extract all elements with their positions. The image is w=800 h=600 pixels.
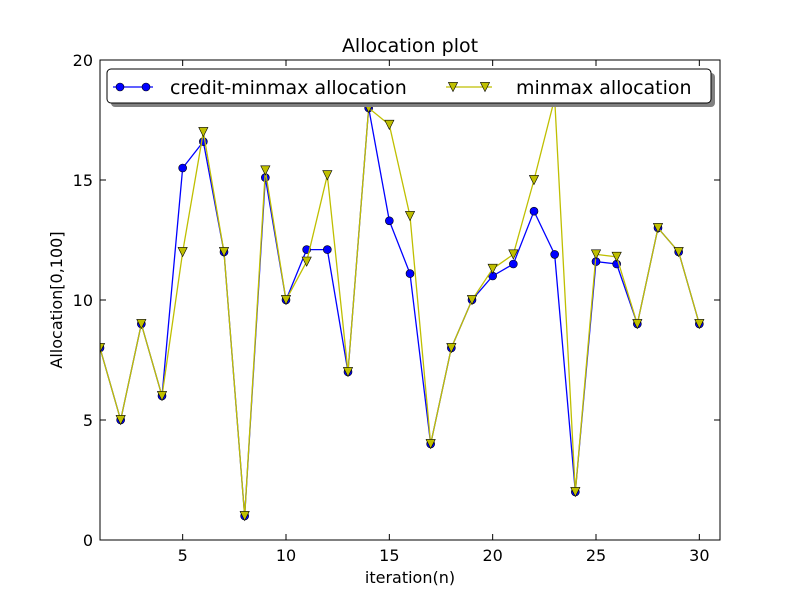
- series-2-point: [425, 439, 436, 450]
- legend-marker-1: [115, 82, 125, 92]
- plot-area: 5 10 15 20 25 30 0 5 10 15 20: [73, 51, 721, 565]
- series-2-point: [280, 295, 292, 306]
- series-1-point: [509, 259, 518, 269]
- series-2-point: [115, 415, 126, 426]
- series-2-point: [466, 295, 478, 306]
- series-2-point: [156, 391, 168, 402]
- series-1-point: [529, 206, 539, 216]
- series-1-point: [178, 163, 187, 173]
- series-2-point: [301, 256, 312, 267]
- y-axis-label: Allocation[0,100]: [47, 231, 66, 368]
- series-2-point: [100, 343, 106, 354]
- legend-marker-2: [479, 82, 491, 93]
- series-2-point: [632, 319, 643, 330]
- y-tick-label: 0: [83, 531, 93, 550]
- series-2-point: [508, 249, 519, 260]
- series-2-point: [652, 223, 664, 234]
- series-2-point: [384, 119, 395, 131]
- x-axis-label: iteration(n): [365, 568, 455, 587]
- series-2-line: [100, 98, 700, 517]
- legend-marker-1: [141, 82, 151, 92]
- x-tick-label: 10: [276, 546, 296, 565]
- series-2-point: [342, 367, 354, 378]
- y-tick-label: 5: [83, 411, 93, 430]
- series-2-point: [322, 170, 333, 181]
- series-2-point: [590, 249, 602, 260]
- series-1-point: [199, 137, 208, 146]
- series-2-point: [673, 247, 684, 258]
- series-2-point: [260, 165, 271, 176]
- series-2-point: [611, 251, 622, 263]
- legend-label-1: credit-minmax allocation: [170, 77, 407, 99]
- legend-box: [106, 68, 712, 104]
- x-tick-label: 15: [379, 546, 399, 565]
- series-2-point: [528, 175, 540, 186]
- x-tick-label: 25: [586, 546, 606, 565]
- series-2-point: [136, 319, 147, 330]
- series-2-point: [239, 511, 250, 522]
- series-2-point: [570, 487, 581, 498]
- legend-label-2: minmax allocation: [516, 77, 692, 99]
- y-tick-label: 15: [73, 171, 93, 190]
- series-1-point: [405, 269, 415, 278]
- series-1-point: [323, 245, 332, 254]
- series-2-point: [446, 343, 457, 354]
- series-1-point: [385, 216, 394, 226]
- series-2-point: [404, 211, 416, 222]
- legend-marker-2: [447, 82, 459, 93]
- series-2-point: [218, 247, 230, 258]
- plot-background: [100, 60, 720, 540]
- y-tick-label: 20: [73, 51, 93, 70]
- x-tick-label: 30: [689, 546, 709, 565]
- x-tick-label: 20: [482, 546, 502, 565]
- y-tick-label: 10: [73, 291, 93, 310]
- legend: credit-minmax allocation minmax allocatio…: [106, 68, 715, 107]
- x-tick-label: 5: [178, 546, 188, 565]
- series-2-point: [198, 127, 209, 138]
- series-1-point: [550, 250, 559, 259]
- series-2-point: [177, 247, 188, 258]
- chart-title: Allocation plot: [342, 35, 478, 57]
- series-2-point: [694, 319, 705, 330]
- series-2-point: [487, 263, 498, 275]
